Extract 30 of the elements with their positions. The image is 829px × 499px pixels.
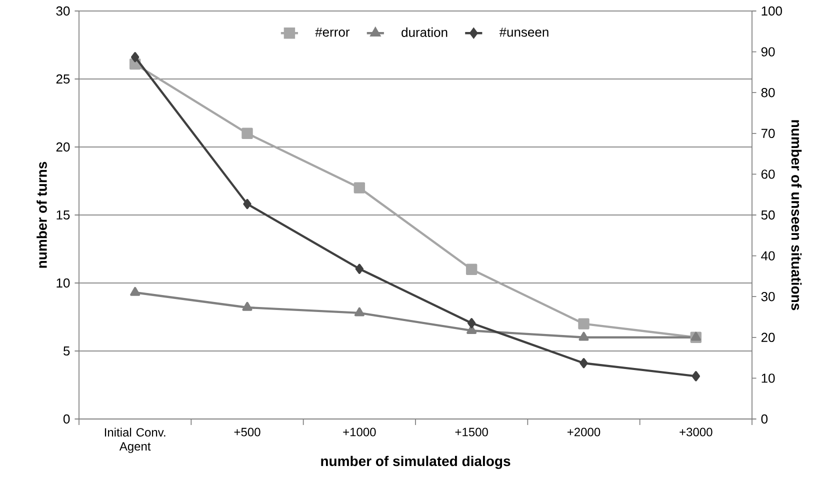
y-tick-label: 25 <box>56 74 70 84</box>
y2-tick-label: 100 <box>762 6 782 16</box>
y2-tick-label: 30 <box>761 292 775 302</box>
y2-tick-label: 40 <box>761 251 775 260</box>
y2-tick-label: 90 <box>761 47 775 56</box>
y-tick-label: 5 <box>63 346 70 356</box>
y2-tick-label: 60 <box>761 170 775 179</box>
y2-tick-label: 10 <box>762 374 775 383</box>
y-tick-label: 30 <box>56 6 70 16</box>
legend-label: duration <box>402 27 448 37</box>
y2-tick-label: 20 <box>761 332 775 342</box>
y-tick-label: 15 <box>56 210 70 220</box>
x-tick-label: +1500 <box>455 428 488 436</box>
y-tick-label: 20 <box>56 142 70 152</box>
x-axis-title: number of simulated dialogs <box>321 456 510 469</box>
y-tick-label: 0 <box>63 414 70 424</box>
y2-tick-label: 70 <box>761 128 775 138</box>
legend-label: #error <box>315 28 350 37</box>
x-tick-label: +1000 <box>343 428 376 436</box>
y2-tick-label: 50 <box>761 210 775 220</box>
y2-axis-title: number of unseen situations <box>791 120 802 310</box>
y2-tick-label: 0 <box>761 414 768 424</box>
x-tick-label: Initial Conv. Agent <box>104 428 166 453</box>
legend-label: #unseen <box>499 28 548 37</box>
x-tick-label: +2000 <box>567 428 600 436</box>
y-axis-title: number of turns <box>36 162 47 268</box>
y2-tick-label: 80 <box>761 88 775 98</box>
x-tick-label: +500 <box>234 428 260 436</box>
y-tick-label: 10 <box>56 278 70 288</box>
x-tick-label: +3000 <box>680 428 712 436</box>
